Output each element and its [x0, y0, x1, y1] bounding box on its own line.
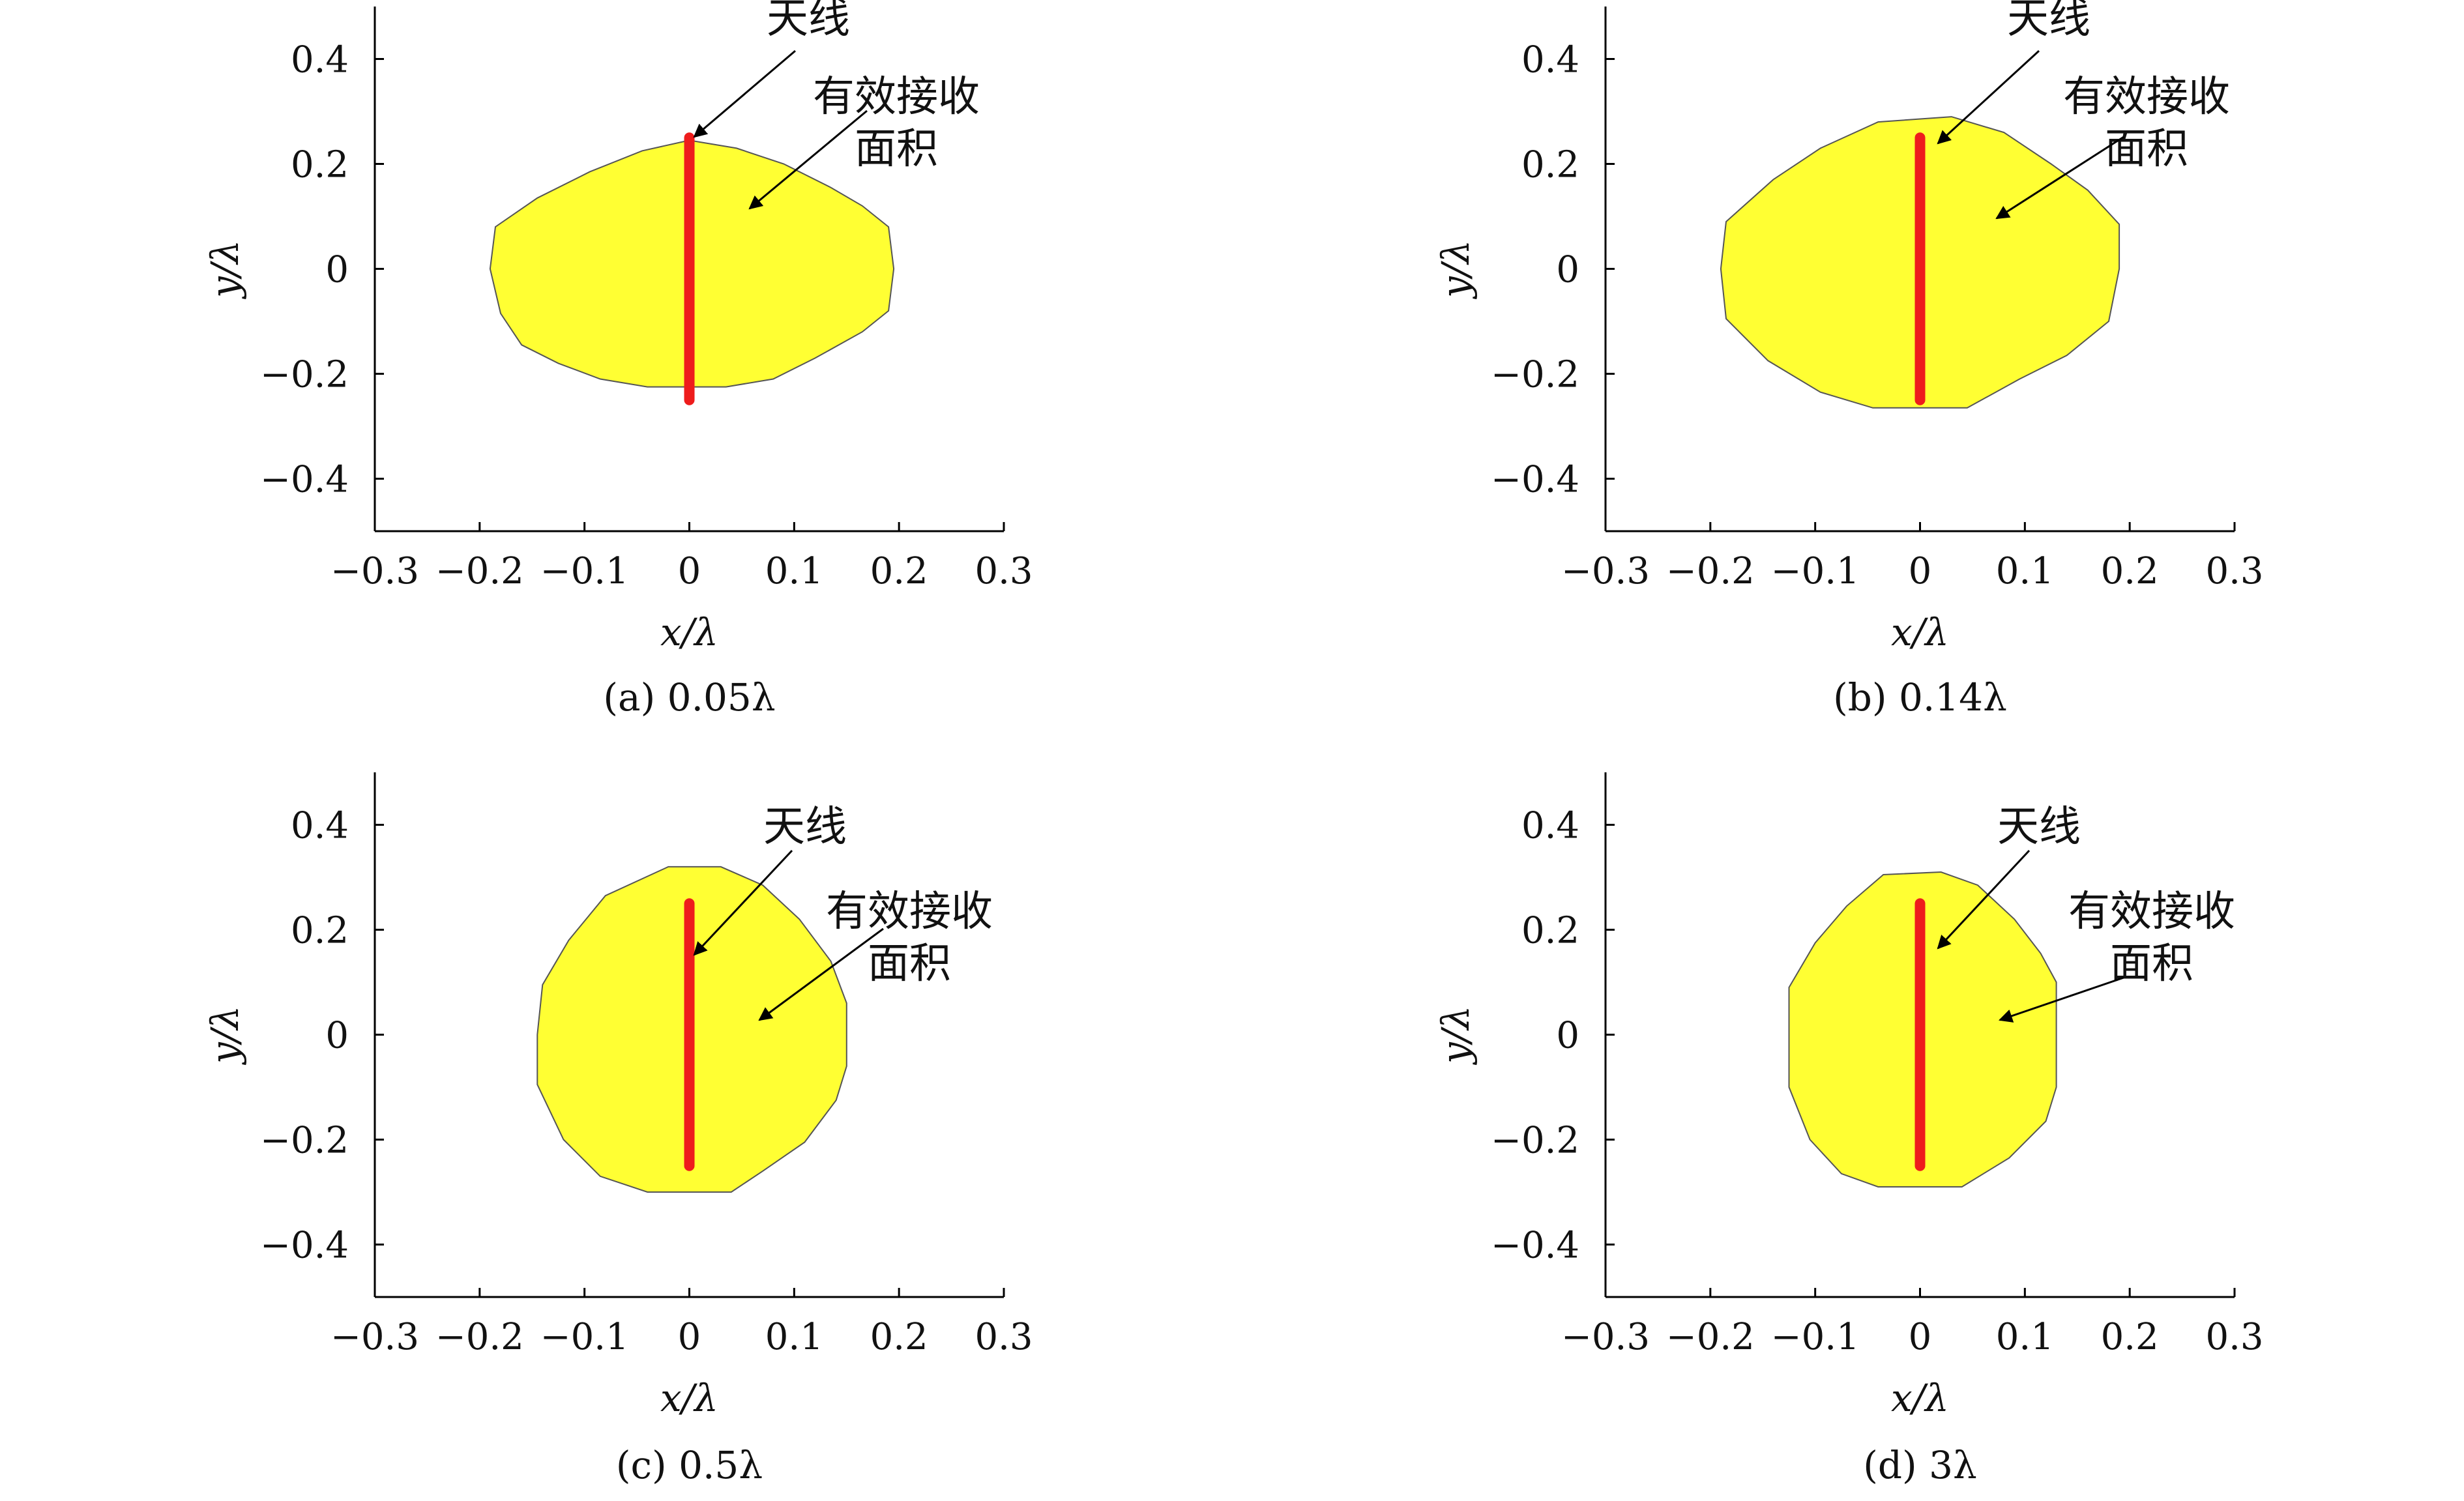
x-tick-label: 0.2: [870, 1316, 928, 1358]
panel-caption: (d) 3λ: [1863, 1443, 1976, 1487]
x-tick-label: −0.3: [330, 550, 419, 592]
x-tick-label: −0.1: [540, 550, 629, 592]
x-axis-label: x/λ: [1891, 1376, 1949, 1420]
y-tick-label: 0.4: [291, 39, 349, 81]
y-tick-label: −0.2: [260, 1120, 349, 1162]
area-annotation-line2: 面积: [855, 125, 938, 173]
chart-panel-3: −0.3 −0.2 −0.1 0 0.1 0.2 0.3 0.4 0.2 0 −0.2 −0.4 x/λ…: [1433, 772, 2264, 1487]
antenna-arrow: [1937, 50, 2040, 145]
antenna-annotation: 天线: [767, 0, 850, 43]
y-axis-label: y/λ: [203, 1006, 247, 1066]
y-tick-label: 0.2: [1521, 910, 1579, 952]
antenna-arrow: [693, 849, 793, 956]
x-tick-label: −0.2: [1666, 1316, 1755, 1358]
chart-panel-2: −0.3 −0.2 −0.1 0 0.1 0.2 0.3 0.4 0.2 0 −0.2 −0.4 x/λ…: [203, 772, 1033, 1487]
panel-caption: (b) 0.14λ: [1833, 675, 2007, 720]
x-axis-label: x/λ: [660, 1376, 718, 1420]
y-tick-label: 0: [325, 249, 349, 291]
x-tick-label: 0.1: [765, 550, 823, 592]
chart-panel-1: −0.3 −0.2 −0.1 0 0.1 0.2 0.3 0.4 0.2 0 −0.2 −0.4 x/λ…: [1433, 0, 2264, 720]
area-annotation-line1: 有效接收: [826, 888, 993, 936]
panel-caption: (a) 0.05λ: [603, 675, 775, 720]
y-tick-label: 0: [1556, 249, 1579, 291]
x-tick-label: −0.3: [1561, 550, 1650, 592]
x-tick-label: −0.1: [1771, 550, 1860, 592]
antenna-annotation: 天线: [2007, 0, 2090, 43]
x-tick-label: 0.3: [2205, 550, 2263, 592]
area-annotation-line2: 面积: [2110, 940, 2193, 988]
x-tick-label: 0: [1909, 1316, 1932, 1358]
antenna-annotation: 天线: [763, 803, 847, 851]
y-tick-label: 0.2: [291, 910, 349, 952]
y-axis-label: y/λ: [203, 240, 247, 300]
y-tick-label: −0.2: [1491, 1120, 1579, 1162]
x-tick-label: 0.3: [975, 550, 1033, 592]
area-arrow: [1995, 136, 2124, 220]
x-tick-label: 0.3: [2205, 1316, 2263, 1358]
y-axis-label: y/λ: [1433, 240, 1478, 300]
area-annotation-line2: 面积: [2105, 125, 2188, 173]
x-tick-label: −0.3: [330, 1316, 419, 1358]
y-tick-label: −0.2: [260, 354, 349, 396]
y-tick-label: 0: [1556, 1015, 1579, 1057]
y-tick-label: −0.4: [260, 1225, 349, 1267]
x-axis-label: x/λ: [660, 610, 718, 654]
antenna-arrow: [1937, 849, 2031, 950]
x-tick-label: 0: [1909, 550, 1932, 592]
x-tick-label: −0.1: [540, 1316, 629, 1358]
area-arrow: [748, 109, 868, 210]
y-tick-label: 0.2: [291, 144, 349, 186]
x-tick-label: 0.1: [765, 1316, 823, 1358]
y-axis-label: y/λ: [1433, 1006, 1478, 1066]
x-tick-label: 0.2: [870, 550, 928, 592]
x-tick-label: 0: [678, 550, 701, 592]
area-arrow: [758, 927, 884, 1021]
chart-panel-0: −0.3 −0.2 −0.1 0 0.1 0.2 0.3 0.4 0.2 0 −0.2 −0.4 x/λ…: [203, 0, 1033, 720]
area-annotation-line1: 有效接收: [2063, 73, 2230, 121]
y-tick-label: 0: [325, 1015, 349, 1057]
x-tick-label: −0.3: [1561, 1316, 1650, 1358]
x-tick-label: 0: [678, 1316, 701, 1358]
panel-caption: (c) 0.5λ: [616, 1443, 763, 1487]
antenna-arrow: [693, 50, 796, 138]
y-tick-label: −0.4: [1491, 1225, 1579, 1267]
x-tick-label: 0.2: [2101, 550, 2159, 592]
x-tick-label: 0.2: [2101, 1316, 2159, 1358]
x-axis-label: x/λ: [1891, 610, 1949, 654]
x-tick-label: 0.3: [975, 1316, 1033, 1358]
y-tick-label: −0.2: [1491, 354, 1579, 396]
x-tick-label: 0.1: [1996, 550, 2054, 592]
y-tick-label: 0.2: [1521, 144, 1579, 186]
y-tick-label: −0.4: [260, 459, 349, 501]
antenna-annotation: 天线: [1997, 803, 2081, 851]
y-tick-label: 0.4: [1521, 805, 1579, 847]
area-arrow: [1999, 976, 2124, 1023]
x-tick-label: −0.2: [1666, 550, 1755, 592]
x-tick-label: 0.1: [1996, 1316, 2054, 1358]
y-tick-label: −0.4: [1491, 459, 1579, 501]
x-tick-label: −0.1: [1771, 1316, 1860, 1358]
area-annotation-line1: 有效接收: [813, 73, 980, 121]
x-tick-label: −0.2: [435, 1316, 524, 1358]
area-annotation-line1: 有效接收: [2068, 888, 2235, 936]
x-tick-label: −0.2: [435, 550, 524, 592]
y-tick-label: 0.4: [291, 805, 349, 847]
y-tick-label: 0.4: [1521, 39, 1579, 81]
area-annotation-line2: 面积: [868, 940, 951, 988]
